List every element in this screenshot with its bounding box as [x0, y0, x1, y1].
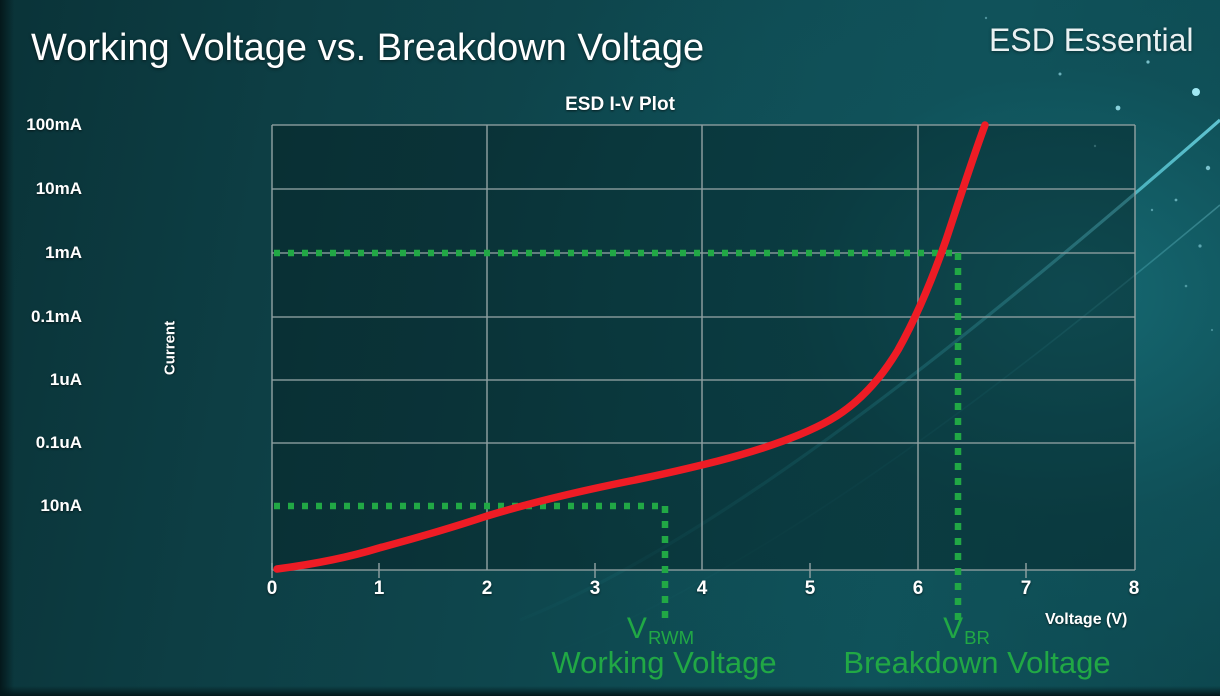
x-axis-title: Voltage (V) — [1045, 611, 1128, 628]
x-tick-label: 5 — [804, 578, 816, 599]
x-tick-label: 7 — [1020, 578, 1032, 599]
x-tick-label: 1 — [373, 578, 385, 599]
bottom-edge-shade — [0, 686, 1220, 696]
left-edge-shade — [0, 0, 14, 696]
plot-area — [272, 125, 1135, 570]
breakdown-voltage-subscript: BR — [964, 627, 990, 648]
breakdown-voltage-symbol-text: V — [943, 612, 964, 645]
x-tick-label: 6 — [912, 578, 924, 599]
y-tick-label: 1uA — [49, 370, 82, 389]
chart-title: ESD I-V Plot — [565, 94, 675, 115]
working-voltage-symbol: VRWM — [626, 612, 695, 648]
y-tick-label: 100mA — [26, 115, 82, 134]
x-tick-label: 4 — [696, 578, 708, 599]
y-tick-label: 1mA — [45, 243, 82, 262]
working-voltage-symbol-text: V — [626, 612, 647, 645]
page-title: Working Voltage vs. Breakdown Voltage — [31, 27, 705, 69]
working-voltage-caption: Working Voltage — [551, 645, 777, 680]
iv-curve — [273, 121, 989, 573]
breakdown-voltage-caption: Breakdown Voltage — [843, 645, 1111, 680]
x-tick-label: 8 — [1128, 578, 1140, 599]
working-voltage-subscript: RWM — [647, 627, 695, 648]
y-axis-title: Current — [161, 320, 179, 376]
breakdown-voltage-symbol: VBR — [943, 612, 990, 648]
y-tick-label: 0.1mA — [30, 307, 82, 326]
x-tick-label: 2 — [481, 578, 493, 599]
y-tick-label: 10nA — [40, 496, 82, 515]
y-tick-label: 0.1uA — [35, 433, 82, 452]
y-tick-label: 10mA — [35, 179, 82, 198]
x-tick-label: 3 — [589, 578, 601, 599]
brand-label: ESD Essential — [989, 22, 1194, 58]
x-tick-label: 0 — [266, 578, 278, 599]
